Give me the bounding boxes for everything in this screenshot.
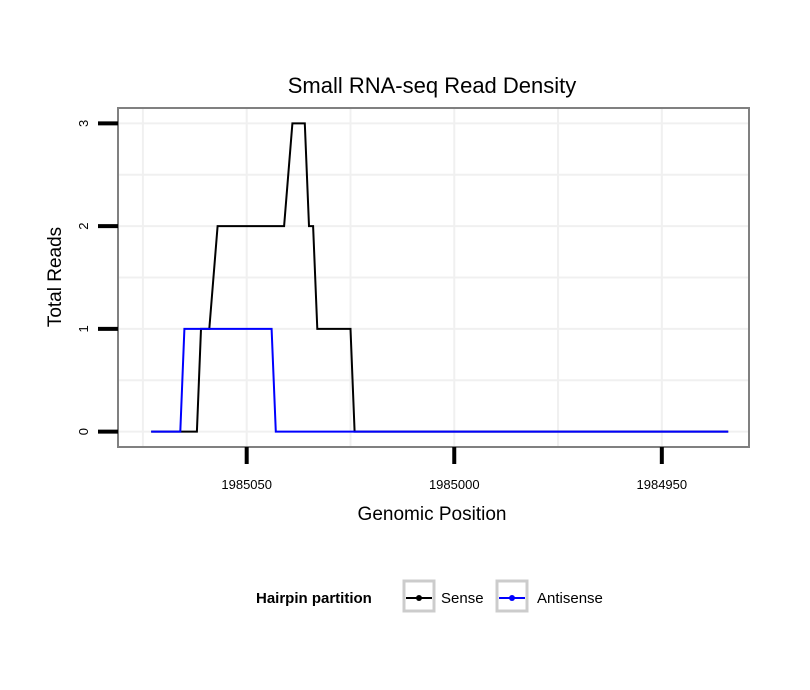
plot-panel-border: [117, 107, 750, 448]
axes: 1985050 1985000 1984950 0 1 2 3: [76, 120, 687, 492]
y-axis-title: Total Reads: [45, 227, 66, 327]
legend-point-antisense: [509, 595, 515, 601]
y-tick-label: 0: [76, 428, 91, 435]
x-tick-label: 1984950: [637, 477, 688, 492]
x-axis-title: Genomic Position: [358, 504, 507, 525]
legend-label-antisense: Antisense: [537, 590, 603, 607]
y-tick-label: 3: [76, 120, 91, 127]
legend-label-sense: Sense: [441, 590, 484, 607]
legend: Hairpin partition Sense Antisense: [256, 579, 603, 613]
x-tick-label: 1985000: [429, 477, 480, 492]
data-series: [151, 122, 729, 433]
chart-title: Small RNA-seq Read Density: [288, 73, 577, 98]
legend-title: Hairpin partition: [256, 590, 372, 607]
legend-point-sense: [416, 595, 422, 601]
x-tick-label: 1985050: [221, 477, 272, 492]
y-tick-label: 1: [76, 325, 91, 332]
series-line-antisense: [151, 327, 729, 433]
y-tick-label: 2: [76, 222, 91, 229]
